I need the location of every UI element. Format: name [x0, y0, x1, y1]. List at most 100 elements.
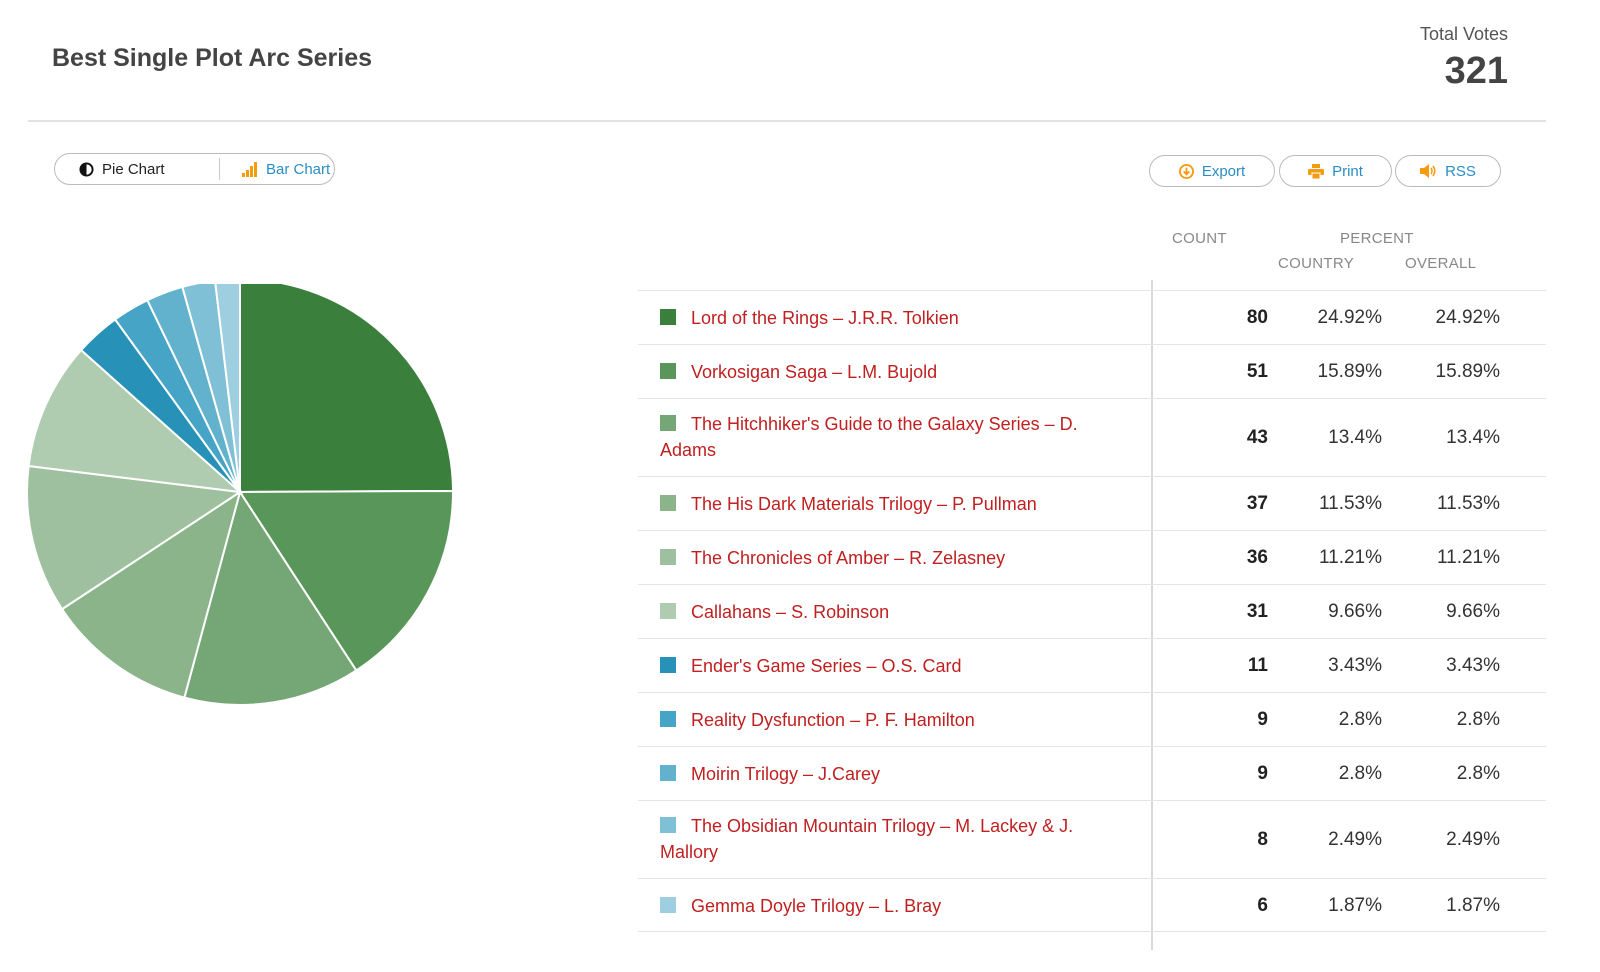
pie-slice-5[interactable]	[26, 464, 243, 611]
percent-country: 9.66%	[1328, 601, 1382, 622]
legend-swatch	[660, 897, 676, 913]
percent-overall: 2.8%	[1456, 709, 1500, 730]
percent-country: 11.53%	[1318, 493, 1382, 514]
download-icon	[1178, 163, 1194, 179]
percent-overall: 2.49%	[1446, 829, 1500, 850]
rss-button[interactable]: RSS	[1395, 155, 1501, 187]
series-label: The Obsidian Mountain Trilogy – M. Lacke…	[660, 816, 1074, 862]
series-label: Ender's Game Series – O.S. Card	[691, 656, 962, 676]
series-link[interactable]: Reality Dysfunction – P. F. Hamilton	[660, 707, 1115, 733]
table-row: Reality Dysfunction – P. F. Hamilton 9 2.8…	[638, 692, 1546, 746]
series-link[interactable]: Ender's Game Series – O.S. Card	[660, 653, 1115, 679]
vote-count: 9	[1257, 763, 1268, 784]
series-link[interactable]: Vorkosigan Saga – L.M. Bujold	[660, 359, 1115, 385]
percent-country: 11.21%	[1318, 547, 1382, 568]
table-row: The Obsidian Mountain Trilogy – M. Lacke…	[638, 800, 1546, 878]
vote-count: 37	[1246, 493, 1268, 514]
print-button[interactable]: Print	[1279, 155, 1392, 187]
vote-count: 9	[1257, 709, 1268, 730]
speaker-icon	[1420, 164, 1436, 178]
export-label: Export	[1201, 162, 1246, 180]
percent-country: 2.8%	[1338, 763, 1382, 784]
total-votes-count: 321	[1444, 50, 1508, 92]
series-link[interactable]: Callahans – S. Robinson	[660, 599, 1115, 625]
count-column-header: COUNT	[1172, 230, 1227, 247]
percent-country: 2.8%	[1338, 709, 1382, 730]
bar-signal-icon	[242, 161, 257, 177]
percent-overall: 24.92%	[1435, 307, 1500, 328]
series-link[interactable]: Moirin Trilogy – J.Carey	[660, 761, 1115, 787]
series-label: Lord of the Rings – J.R.R. Tolkien	[691, 308, 959, 328]
series-link[interactable]: The Hitchhiker's Guide to the Galaxy Ser…	[660, 411, 1115, 463]
table-row: Lord of the Rings – J.R.R. Tolkien 80 24.9…	[638, 290, 1546, 344]
series-label: The Hitchhiker's Guide to the Galaxy Ser…	[660, 414, 1078, 460]
series-label: Callahans – S. Robinson	[691, 602, 890, 622]
percent-overall: 15.89%	[1435, 361, 1500, 382]
series-link[interactable]: The Obsidian Mountain Trilogy – M. Lacke…	[660, 813, 1115, 865]
percent-overall: 3.43%	[1446, 655, 1500, 676]
legend-swatch	[660, 603, 676, 619]
table-row: Ender's Game Series – O.S. Card 11 3.43% 3.…	[638, 638, 1546, 692]
bar-chart-toggle[interactable]: Bar Chart	[219, 158, 330, 180]
table-row: The Hitchhiker's Guide to the Galaxy Ser…	[638, 398, 1546, 476]
vote-count: 6	[1257, 895, 1268, 916]
vote-count: 43	[1246, 427, 1268, 448]
legend-swatch	[660, 657, 676, 673]
percent-country: 13.4%	[1328, 427, 1382, 448]
legend-swatch	[660, 363, 676, 379]
vote-count: 11	[1247, 655, 1268, 676]
percent-overall: 1.87%	[1446, 895, 1500, 916]
table-row: Gemma Doyle Trilogy – L. Bray 6 1.87% 1.87%	[638, 878, 1546, 932]
pie-chart-label: Pie Chart	[102, 160, 165, 178]
vote-count: 80	[1246, 307, 1268, 328]
percent-overall: 11.53%	[1436, 493, 1500, 514]
printer-icon	[1308, 163, 1325, 179]
pie-slice-3[interactable]	[183, 489, 358, 706]
half-circle-icon	[79, 161, 94, 177]
percent-overall: 11.21%	[1436, 547, 1500, 568]
series-label: Reality Dysfunction – P. F. Hamilton	[691, 710, 975, 730]
legend-swatch	[660, 309, 676, 325]
pie-slice-2[interactable]	[238, 489, 454, 672]
country-column-header: COUNTRY	[1278, 255, 1354, 272]
overall-column-header: OVERALL	[1405, 255, 1477, 272]
legend-swatch	[660, 495, 676, 511]
legend-swatch	[660, 415, 676, 431]
series-link[interactable]: The Chronicles of Amber – R. Zelasney	[660, 545, 1115, 571]
table-row: Vorkosigan Saga – L.M. Bujold 51 15.89% 15.…	[638, 344, 1546, 398]
percent-country: 3.43%	[1328, 655, 1382, 676]
legend-swatch	[660, 765, 676, 781]
table-row: Moirin Trilogy – J.Carey 9 2.8% 2.8%	[638, 746, 1546, 800]
series-link[interactable]: Lord of the Rings – J.R.R. Tolkien	[660, 305, 1115, 331]
legend-swatch	[660, 817, 676, 833]
series-label: The Chronicles of Amber – R. Zelasney	[691, 548, 1006, 568]
percent-column-header: PERCENT	[1340, 230, 1414, 247]
chart-type-toggle: Pie Chart Bar Chart	[54, 153, 335, 185]
pie-slice-4[interactable]	[60, 489, 242, 699]
pie-slice-10[interactable]	[181, 284, 241, 493]
series-label: Gemma Doyle Trilogy – L. Bray	[691, 896, 942, 916]
series-link[interactable]: The His Dark Materials Trilogy – P. Pull…	[660, 491, 1115, 517]
pie-chart	[26, 284, 455, 706]
table-row: The His Dark Materials Trilogy – P. Pull…	[638, 476, 1546, 530]
pie-slice-1[interactable]	[239, 284, 455, 494]
legend-swatch	[660, 549, 676, 565]
series-link[interactable]: Gemma Doyle Trilogy – L. Bray	[660, 893, 1115, 919]
table-column-divider	[1151, 280, 1153, 950]
pie-slice-6[interactable]	[27, 348, 244, 494]
percent-country: 2.49%	[1328, 829, 1382, 850]
percent-country: 24.92%	[1317, 307, 1382, 328]
pie-slice-11[interactable]	[214, 284, 241, 493]
percent-overall: 13.4%	[1446, 427, 1500, 448]
header-divider	[28, 120, 1546, 122]
series-label: Vorkosigan Saga – L.M. Bujold	[691, 362, 938, 382]
results-table: Lord of the Rings – J.R.R. Tolkien 80 24.9…	[638, 290, 1546, 932]
pie-chart-toggle[interactable]: Pie Chart	[55, 161, 219, 178]
page-title: Best Single Plot Arc Series	[52, 44, 373, 72]
vote-count: 31	[1246, 601, 1268, 622]
table-row: The Chronicles of Amber – R. Zelasney 36 1…	[638, 530, 1546, 584]
series-label: The His Dark Materials Trilogy – P. Pull…	[691, 494, 1037, 514]
export-button[interactable]: Export	[1149, 155, 1275, 187]
percent-overall: 9.66%	[1446, 601, 1500, 622]
print-label: Print	[1332, 162, 1363, 180]
